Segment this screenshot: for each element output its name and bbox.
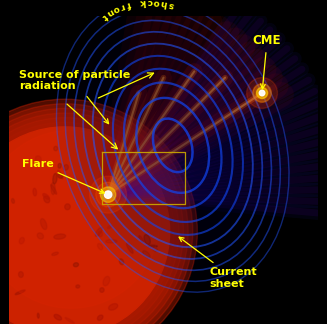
Ellipse shape	[19, 272, 23, 277]
Ellipse shape	[52, 252, 58, 256]
Circle shape	[0, 113, 183, 324]
Text: r: r	[119, 1, 126, 11]
Ellipse shape	[37, 313, 39, 318]
Ellipse shape	[0, 288, 2, 293]
Ellipse shape	[65, 204, 70, 210]
Circle shape	[253, 84, 271, 102]
Circle shape	[100, 187, 116, 202]
Ellipse shape	[54, 146, 58, 151]
Ellipse shape	[109, 304, 118, 310]
Ellipse shape	[74, 20, 271, 270]
Text: CME: CME	[253, 34, 281, 89]
Text: n: n	[105, 6, 115, 17]
Circle shape	[0, 99, 198, 324]
Ellipse shape	[127, 243, 133, 253]
Ellipse shape	[124, 83, 221, 208]
Circle shape	[0, 122, 174, 324]
Ellipse shape	[83, 32, 262, 259]
Ellipse shape	[153, 248, 158, 251]
Text: Flare: Flare	[22, 159, 104, 193]
Circle shape	[0, 127, 170, 324]
Ellipse shape	[15, 290, 25, 295]
Text: f: f	[126, 0, 132, 9]
Circle shape	[247, 77, 278, 109]
Ellipse shape	[51, 182, 55, 195]
Circle shape	[0, 130, 160, 308]
Ellipse shape	[136, 98, 209, 193]
Ellipse shape	[65, 318, 74, 323]
Text: o: o	[111, 4, 121, 14]
Ellipse shape	[41, 219, 47, 229]
Circle shape	[0, 109, 188, 324]
Text: k: k	[139, 0, 146, 7]
Ellipse shape	[63, 165, 68, 170]
Circle shape	[0, 118, 179, 324]
Ellipse shape	[19, 237, 24, 244]
Ellipse shape	[58, 170, 63, 179]
Ellipse shape	[57, 0, 289, 292]
Ellipse shape	[44, 196, 50, 203]
Ellipse shape	[93, 43, 253, 247]
Ellipse shape	[139, 236, 144, 242]
Ellipse shape	[95, 227, 102, 236]
Text: o: o	[153, 0, 160, 7]
Ellipse shape	[54, 234, 66, 239]
Ellipse shape	[74, 263, 78, 267]
Circle shape	[96, 182, 120, 207]
Text: s: s	[167, 0, 175, 10]
Ellipse shape	[148, 245, 157, 247]
Text: Current
sheet: Current sheet	[179, 237, 257, 289]
Ellipse shape	[58, 163, 61, 168]
Ellipse shape	[5, 156, 9, 162]
Ellipse shape	[58, 173, 63, 178]
Ellipse shape	[97, 244, 103, 250]
Ellipse shape	[143, 250, 150, 258]
Ellipse shape	[119, 259, 124, 265]
Circle shape	[104, 191, 112, 198]
Ellipse shape	[97, 315, 103, 320]
Ellipse shape	[103, 276, 110, 286]
Ellipse shape	[11, 199, 14, 203]
Ellipse shape	[113, 69, 232, 222]
Text: c: c	[147, 0, 152, 6]
Circle shape	[256, 87, 267, 98]
Ellipse shape	[100, 288, 104, 292]
Circle shape	[259, 90, 265, 96]
Ellipse shape	[2, 190, 6, 198]
Ellipse shape	[33, 188, 37, 196]
Ellipse shape	[51, 185, 57, 194]
Ellipse shape	[153, 119, 193, 172]
Ellipse shape	[43, 193, 49, 199]
Circle shape	[90, 176, 127, 213]
Ellipse shape	[54, 314, 61, 320]
Circle shape	[0, 104, 193, 324]
Ellipse shape	[108, 226, 112, 228]
Ellipse shape	[53, 173, 57, 184]
Ellipse shape	[65, 9, 280, 281]
Ellipse shape	[35, 156, 41, 162]
Text: h: h	[160, 0, 168, 8]
Ellipse shape	[37, 233, 43, 239]
Text: Source of particle
radiation: Source of particle radiation	[19, 70, 130, 124]
Text: t: t	[100, 11, 109, 21]
Ellipse shape	[144, 235, 150, 245]
Ellipse shape	[103, 56, 243, 235]
Ellipse shape	[106, 239, 117, 243]
Ellipse shape	[98, 231, 102, 237]
Ellipse shape	[76, 285, 80, 288]
